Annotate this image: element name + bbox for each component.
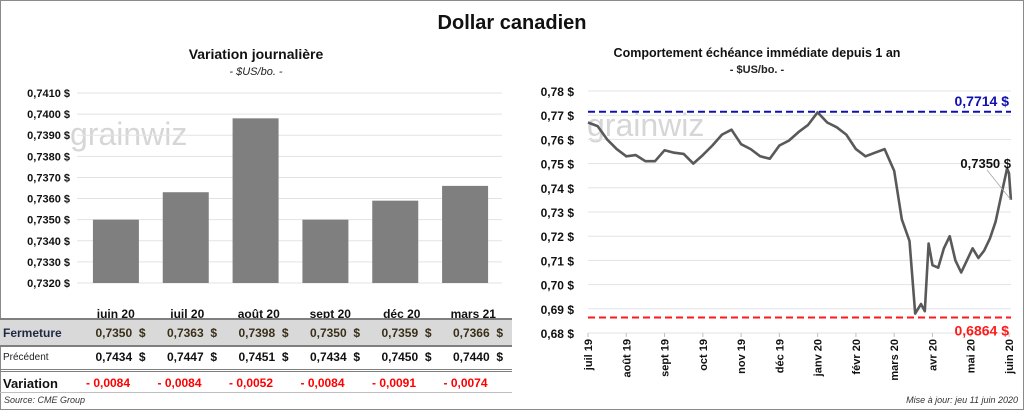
min-label: 0,6864 $ xyxy=(955,323,1010,339)
line-chart-subtitle: - $US/bo. - xyxy=(729,64,785,76)
bar xyxy=(302,219,349,283)
x-tick-label: janv 20 xyxy=(813,339,825,377)
bar-chart-title: Variation journalière xyxy=(188,46,324,62)
table-row-variation: Variation - 0,0084 - 0,0084 - 0,0052 - 0… xyxy=(0,371,512,395)
table-row-precedent: Précédent 0,7434 $ 0,7447 $ 0,7451 $ 0,7… xyxy=(0,345,512,372)
watermark: grainwiz xyxy=(70,116,187,152)
y-tick-label: 0,7400 $ xyxy=(27,109,70,121)
table-cell: - 0,0084 xyxy=(157,376,202,390)
x-tick-label: juin 20 xyxy=(1004,339,1016,375)
y-tick-label: 0,7330 $ xyxy=(27,257,70,269)
table-row-fermeture: Fermeture 0,7350 $ 0,7363 $ 0,7398 $ 0,7… xyxy=(0,318,512,347)
table-cell: 0,7440 $ xyxy=(452,350,503,364)
table-cell: 0,7363 $ xyxy=(166,325,217,340)
bar-chart-subtitle: - $US/bo. - xyxy=(229,66,283,78)
y-tick-label: 0,7380 $ xyxy=(27,151,70,163)
table-cell: 0,7450 $ xyxy=(381,350,432,364)
max-label: 0,7714 $ xyxy=(955,93,1010,109)
y-tick-label: 0,77 $ xyxy=(541,109,575,123)
table-bottom-divider xyxy=(0,392,512,393)
table-cell: - 0,0091 xyxy=(372,376,417,390)
page-title: Dollar canadien xyxy=(437,12,587,34)
y-tick-label: 0,74 $ xyxy=(541,182,575,196)
table-cell: 0,7451 $ xyxy=(238,350,289,364)
x-tick-label: févr 20 xyxy=(851,339,863,374)
bar-chart: grainwiz 0,7410 $ 0,7400 $ 0,7390 $ 0,7380 … xyxy=(27,88,502,290)
x-tick-label: sept 19 xyxy=(660,339,672,377)
x-tick-label: août 19 xyxy=(621,339,633,378)
column-header: sept 20 xyxy=(309,307,351,321)
y-tick-label: 0,71 $ xyxy=(541,254,575,268)
table-cell: 0,7366 $ xyxy=(452,325,503,340)
line-chart-title: Comportement échéance immédiate depuis 1… xyxy=(613,46,901,60)
row-label: Précédent xyxy=(3,351,49,363)
table-cell: 0,7434 $ xyxy=(95,350,146,364)
table-cell: - 0,0084 xyxy=(86,376,131,390)
y-tick-label: 0,7320 $ xyxy=(27,278,70,290)
y-tick-label: 0,7360 $ xyxy=(27,194,70,206)
x-tick-label: déc 19 xyxy=(774,339,786,373)
x-tick-label: juil 19 xyxy=(583,339,595,371)
y-tick-label: 0,7390 $ xyxy=(27,130,70,142)
updated-note: Mise à jour: jeu 11 juin 2020 xyxy=(906,395,1018,405)
series-line xyxy=(587,111,1013,315)
table-cell: 0,7350 $ xyxy=(309,325,360,340)
last-value-label: 0,7350 $ xyxy=(960,156,1011,171)
bar xyxy=(442,185,489,283)
y-tick-label: 0,7410 $ xyxy=(27,88,70,100)
y-tick-label: 0,72 $ xyxy=(541,230,575,244)
source-note: Source: CME Group xyxy=(4,395,86,405)
bar xyxy=(162,192,209,283)
row-label: Variation xyxy=(3,375,58,391)
column-header: mars 21 xyxy=(450,307,496,321)
bar xyxy=(372,200,419,283)
column-header: août 20 xyxy=(237,307,280,321)
x-tick-label: nov 19 xyxy=(736,339,748,374)
table-cell: - 0,0052 xyxy=(229,376,274,390)
x-tick-label: oct 19 xyxy=(698,339,710,371)
x-tick-label: mars 20 xyxy=(889,339,901,381)
y-tick-label: 0,7350 $ xyxy=(27,215,70,227)
table-cell: 0,7359 $ xyxy=(381,325,432,340)
table-cell: 0,7398 $ xyxy=(238,325,289,340)
x-tick-label: mai 20 xyxy=(966,339,978,373)
bar xyxy=(92,219,139,283)
column-header: déc 20 xyxy=(383,307,421,321)
row-label: Fermeture xyxy=(3,325,62,340)
y-tick-label: 0,75 $ xyxy=(541,158,575,172)
y-tick-label: 0,73 $ xyxy=(541,206,575,220)
last-value-leader xyxy=(986,169,1012,201)
y-tick-label: 0,7370 $ xyxy=(27,172,70,184)
table-cell: 0,7434 $ xyxy=(309,350,360,364)
table-cell: - 0,0084 xyxy=(300,376,345,390)
y-tick-label: 0,7340 $ xyxy=(27,236,70,248)
column-header: juil 20 xyxy=(170,307,205,321)
y-tick-label: 0,78 $ xyxy=(541,85,575,99)
bar xyxy=(232,118,279,283)
table-cell: - 0,0074 xyxy=(443,376,488,390)
column-header: juin 20 xyxy=(96,307,135,321)
y-tick-label: 0,68 $ xyxy=(541,327,575,341)
table-cell: 0,7447 $ xyxy=(166,350,217,364)
table-header-row: juin 20 juil 20 août 20 sept 20 déc 20 m… xyxy=(0,306,512,322)
y-tick-label: 0,69 $ xyxy=(541,303,575,317)
table-cell: 0,7350 $ xyxy=(95,325,146,340)
x-tick-label: avr 20 xyxy=(927,339,939,371)
line-chart: grainwiz 0,78 $0,77 $0,76 $0,75 $0,74 $0… xyxy=(541,85,1016,381)
y-tick-label: 0,70 $ xyxy=(541,279,575,293)
y-tick-label: 0,76 $ xyxy=(541,133,575,147)
